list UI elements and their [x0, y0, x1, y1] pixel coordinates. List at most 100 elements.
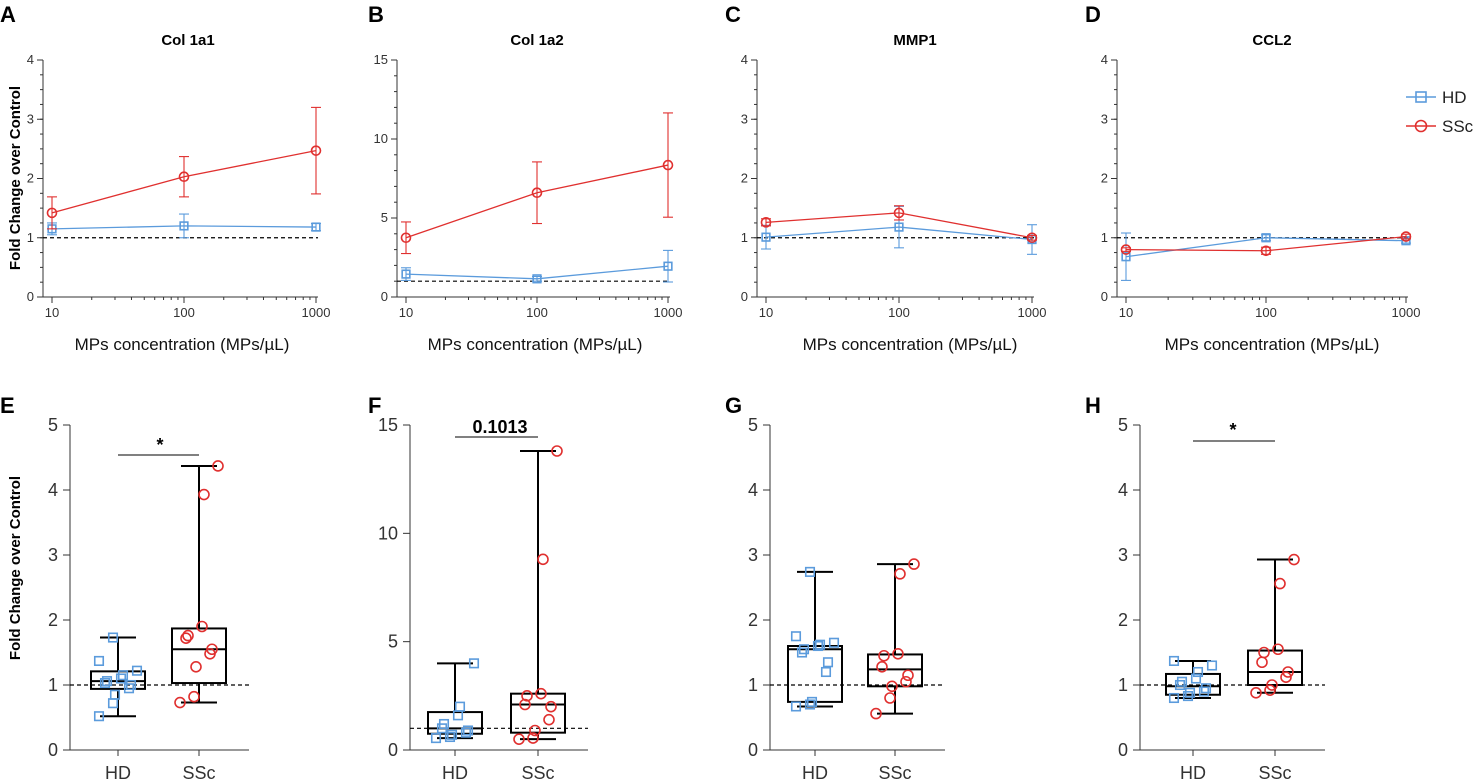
y-tick-label: 0	[748, 740, 758, 760]
data-point	[812, 640, 824, 652]
data-point	[537, 553, 549, 566]
data-point	[1266, 679, 1278, 691]
y-tick-label: 1	[1101, 230, 1108, 245]
data-point	[430, 733, 442, 744]
data-point	[822, 657, 834, 668]
y-tick-label: 2	[27, 171, 34, 186]
panel-letter-h: H	[1085, 393, 1101, 418]
data-point	[1182, 690, 1194, 702]
data-point	[1258, 646, 1270, 659]
data-point	[117, 670, 129, 681]
box-ssc	[1247, 553, 1303, 699]
y-tick-label: 4	[748, 480, 758, 500]
data-point	[1206, 660, 1218, 671]
data-point	[1198, 686, 1210, 697]
y-tick-label: 2	[748, 610, 758, 630]
y-tick-label: 0	[1118, 740, 1128, 760]
panel-title-a: Col 1a1	[161, 32, 214, 49]
data-point	[206, 643, 218, 656]
data-point	[543, 713, 555, 726]
data-point	[892, 647, 904, 660]
x-axis-title-c: MPs concentration (MPs/µL)	[803, 335, 1018, 354]
line-chart-b: 0 5 10 15 10 100 1000	[374, 52, 683, 320]
box-iqr	[510, 692, 566, 734]
data-point	[531, 187, 543, 199]
y-tick-label: 10	[378, 523, 398, 543]
box-chart-g: 0 1 2 3 4 5 HD SSc	[748, 415, 945, 783]
data-point	[115, 673, 127, 684]
x-axis-title-d: MPs concentration (MPs/µL)	[1165, 335, 1380, 354]
data-point	[93, 655, 105, 667]
data-point	[1192, 666, 1204, 678]
data-point	[438, 718, 450, 730]
y-tick-label: 5	[748, 415, 758, 435]
series-ssc	[760, 205, 1038, 244]
panel-title-d: CCL2	[1252, 32, 1291, 49]
y-tick-label: 3	[27, 111, 34, 126]
data-point	[125, 679, 137, 691]
y-tick-label: 0	[1101, 289, 1108, 304]
series-hd	[47, 213, 321, 239]
data-point	[761, 232, 771, 242]
y-tick-label: 5	[1118, 415, 1128, 435]
data-point	[401, 269, 411, 279]
data-point	[1190, 673, 1202, 684]
data-point	[460, 727, 472, 738]
data-point	[828, 637, 840, 648]
box-hd	[787, 566, 843, 712]
data-point	[876, 660, 888, 673]
data-point	[400, 232, 412, 244]
x-tick-label: 10	[45, 305, 59, 320]
data-point	[1274, 577, 1286, 590]
x-tick-label: HD	[1180, 763, 1206, 783]
data-point	[310, 145, 322, 156]
data-point	[444, 731, 456, 743]
y-tick-label: 4	[1101, 52, 1108, 67]
data-point	[1250, 686, 1262, 699]
y-tick-label: 0	[381, 289, 388, 304]
y-tick-label: 3	[1101, 111, 1108, 126]
line-chart-c: 0 1 2 3 4 10 100 1000	[741, 52, 1047, 320]
data-point	[545, 700, 557, 713]
data-point	[1272, 643, 1284, 656]
x-tick-label: 1000	[302, 305, 331, 320]
y-tick-label: 4	[741, 52, 748, 67]
y-tick-label: 0	[741, 289, 748, 304]
y-tick-label: 2	[1101, 171, 1108, 186]
panel-letter-d: D	[1085, 2, 1101, 27]
data-point	[878, 649, 890, 662]
data-point	[446, 729, 458, 740]
data-point	[662, 159, 674, 171]
data-point	[107, 632, 119, 643]
legend-ssc-label: SSc	[1442, 117, 1474, 136]
line-chart-d: 0 1 2 3 4 10 100 1000	[1101, 52, 1421, 320]
x-tick-label: SSc	[1258, 763, 1291, 783]
y-tick-label: 15	[374, 52, 388, 67]
data-point	[1288, 553, 1300, 566]
y-tick-label: 4	[48, 480, 58, 500]
box-iqr	[1247, 649, 1303, 686]
y-tick-label: 3	[1118, 545, 1128, 565]
data-point	[1282, 666, 1294, 678]
data-point	[1400, 231, 1412, 242]
y-tick-label: 10	[374, 131, 388, 146]
data-point	[190, 660, 202, 673]
y-tick-label: 5	[48, 415, 58, 435]
data-point	[870, 707, 882, 720]
y-tick-label: 5	[388, 632, 398, 652]
y-tick-label: 0	[388, 740, 398, 760]
data-point	[101, 676, 113, 687]
x-tick-label: 1000	[1018, 305, 1047, 320]
y-tick-label: 1	[27, 230, 34, 245]
data-point	[1280, 671, 1292, 684]
data-point	[46, 207, 58, 219]
data-point	[462, 725, 474, 736]
y-tick-label: 3	[741, 111, 748, 126]
x-tick-label: 100	[1255, 305, 1277, 320]
data-point	[893, 207, 905, 219]
data-point	[93, 711, 105, 722]
x-tick-label: 10	[759, 305, 773, 320]
x-tick-label: SSc	[521, 763, 554, 783]
